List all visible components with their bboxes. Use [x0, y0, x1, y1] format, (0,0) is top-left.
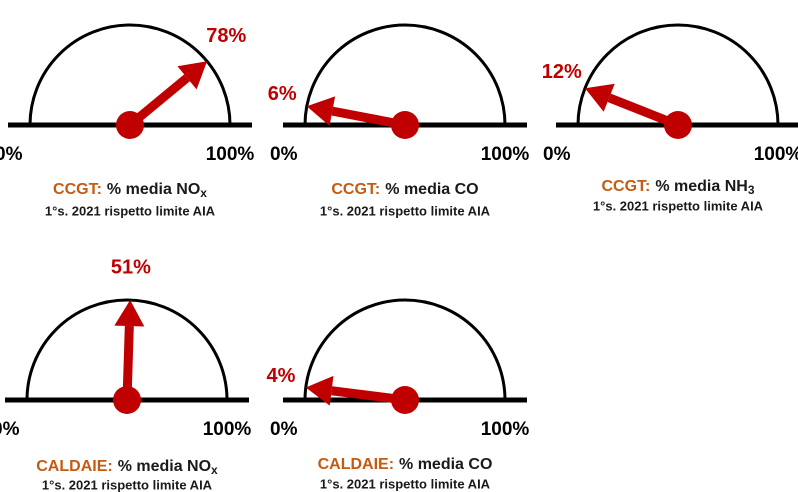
tick-label: 100%: [754, 144, 798, 165]
caption-line2: 1°s. 2021 rispetto limite AIA: [320, 203, 491, 218]
caption: CALDAIE: % media NOx: [36, 458, 218, 477]
gauge-arc: [303, 23, 507, 126]
caption-sub: 3: [748, 183, 755, 197]
value-label: 6%: [268, 83, 297, 105]
needle-head: [114, 300, 145, 327]
tick-label: 0%: [543, 144, 571, 165]
needle-hub: [116, 111, 144, 139]
value-label: 51%: [111, 256, 151, 278]
caption-label: CCGT:: [53, 181, 102, 198]
caption-text: % media NH: [655, 178, 747, 195]
gauge-arc: [25, 298, 229, 401]
tick-label: 100%: [481, 419, 530, 440]
caption-line2: 1°s. 2021 rispetto limite AIA: [42, 477, 213, 492]
caption-sub: x: [200, 186, 207, 200]
gauge-arc: [576, 23, 780, 126]
caption: CALDAIE: % media CO: [318, 456, 493, 473]
needle-head: [177, 61, 208, 90]
caption-line2: 1°s. 2021 rispetto limite AIA: [45, 203, 216, 218]
caption-line2: 1°s. 2021 rispetto limite AIA: [320, 476, 491, 491]
tick-label: 0%: [0, 419, 20, 440]
value-label: 12%: [542, 61, 582, 83]
caption-label: CALDAIE:: [318, 456, 394, 473]
tick-label: 0%: [270, 144, 298, 165]
caption-label: CCGT:: [601, 178, 650, 195]
caption: CCGT: % media NOx: [53, 181, 207, 200]
needle-hub: [391, 386, 419, 414]
caption-label: CALDAIE:: [36, 458, 112, 475]
caption-text: % media NO: [118, 458, 211, 475]
needle-hub: [391, 111, 419, 139]
caption-text: % media CO: [385, 181, 478, 198]
tick-label: 100%: [206, 144, 255, 165]
caption-text: % media CO: [399, 456, 492, 473]
tick-label: 0%: [0, 144, 23, 165]
value-label: 4%: [267, 365, 296, 387]
gauge-arc: [303, 298, 507, 401]
needle-hub: [113, 386, 141, 414]
caption-text: % media NO: [107, 181, 200, 198]
caption: CCGT: % media CO: [331, 181, 478, 198]
tick-label: 100%: [481, 144, 530, 165]
caption: CCGT: % media NH3: [601, 178, 754, 197]
tick-label: 0%: [270, 419, 298, 440]
caption-line2: 1°s. 2021 rispetto limite AIA: [593, 198, 764, 213]
needle-head: [306, 96, 336, 126]
needle-head: [305, 375, 334, 406]
caption-sub: x: [211, 463, 218, 477]
tick-label: 100%: [203, 419, 252, 440]
value-label: 78%: [206, 25, 246, 47]
needle-head: [585, 83, 615, 112]
gauge-arc: [28, 23, 232, 126]
caption-label: CCGT:: [331, 181, 380, 198]
needle-hub: [664, 111, 692, 139]
